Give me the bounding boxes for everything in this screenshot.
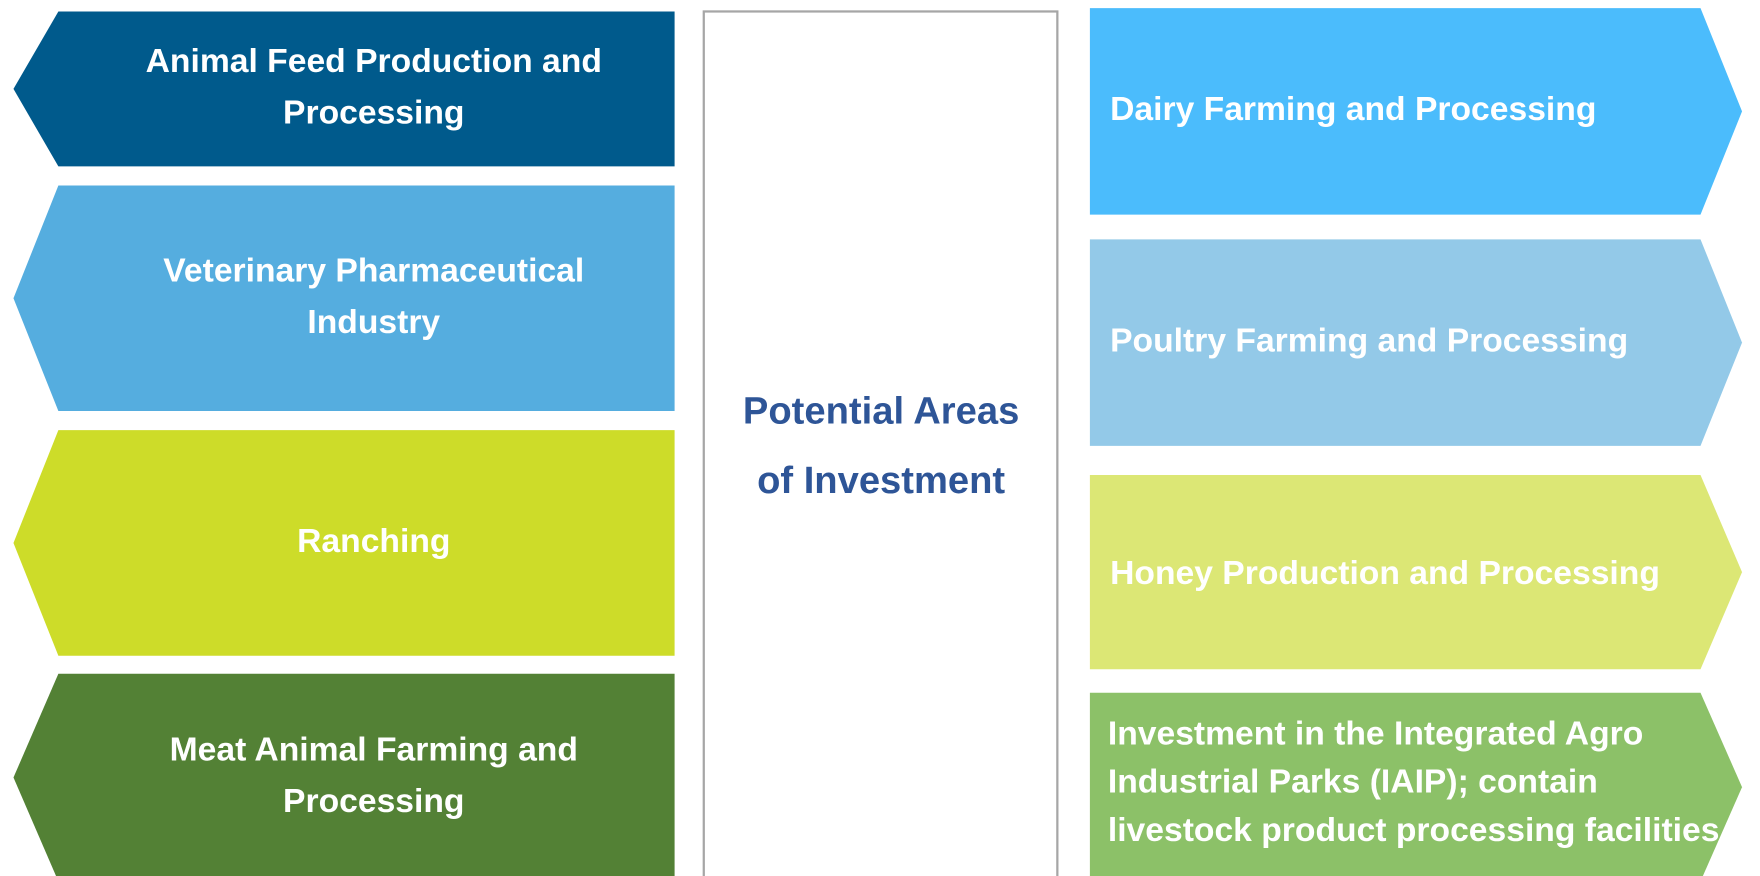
- right-arrow: [1089, 239, 1743, 446]
- right-arrow: [1089, 8, 1743, 215]
- item-label: Investment in the Integrated Agro: [1108, 715, 1643, 752]
- item-label: Meat Animal Farming and: [170, 732, 578, 769]
- item-label: Industrial Parks (IAIP); contain: [1108, 764, 1598, 801]
- center-box: [702, 10, 1059, 876]
- left-arrow: [13, 11, 675, 167]
- item-label: Veterinary Pharmaceutical: [163, 252, 584, 289]
- item-label: livestock product processing facilities: [1108, 812, 1720, 849]
- item-label: Poultry Farming and Processing: [1110, 322, 1628, 359]
- item-label: of Investment: [757, 459, 1005, 502]
- item-label: Dairy Farming and Processing: [1110, 91, 1596, 128]
- item-label: Animal Feed Production and: [146, 43, 602, 80]
- item-label: Honey Production and Processing: [1110, 555, 1660, 592]
- right-arrow: [1089, 475, 1743, 670]
- item-label: Industry: [307, 304, 440, 341]
- item-label: Processing: [283, 783, 464, 820]
- left-arrow: [13, 673, 675, 876]
- left-arrow: [13, 430, 675, 656]
- item-label: Potential Areas: [743, 389, 1019, 432]
- item-label: Processing: [283, 95, 464, 132]
- left-arrow: [13, 185, 675, 412]
- item-label: Ranching: [297, 523, 450, 560]
- right-arrow: [1089, 692, 1743, 876]
